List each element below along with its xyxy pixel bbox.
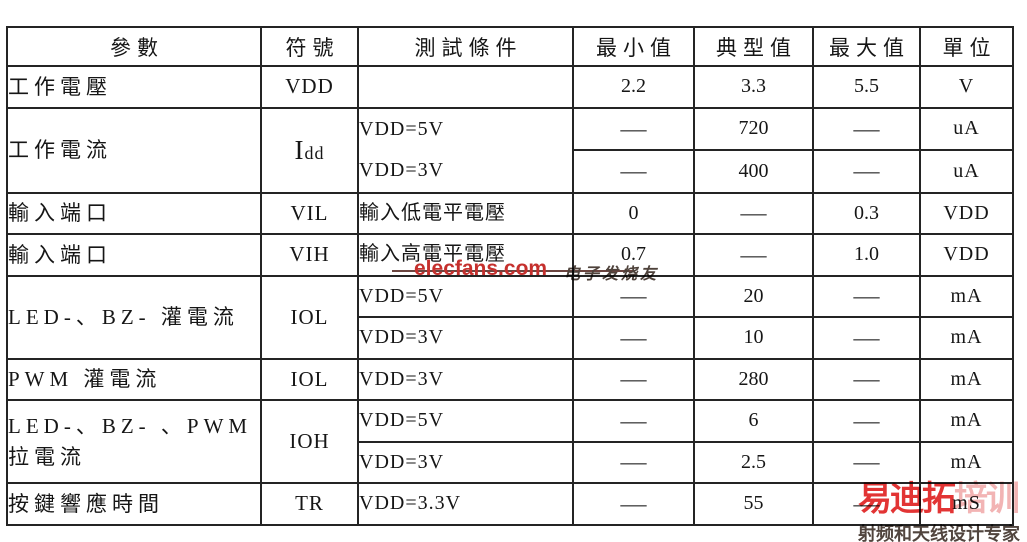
min-cell: —	[572, 399, 695, 443]
max-cell: —	[812, 149, 921, 194]
min-cell: —	[572, 357, 695, 401]
col-header-unit: 單位	[919, 26, 1014, 67]
min-cell: —	[572, 482, 695, 526]
min-cell: 0.7	[572, 233, 695, 277]
col-header-max: 最大值	[812, 26, 921, 67]
symbol-cell: VIL	[260, 191, 359, 235]
table-row: 輸入端口 VIH 輸入高電平電壓 0.7—1.0 VDD	[6, 233, 1014, 277]
condition-cell: VDD=5V VDD=3V	[357, 106, 574, 194]
table-row: —400— uA	[7, 149, 1014, 194]
typ-cell: 10	[693, 316, 814, 360]
typ-cell: 280	[693, 357, 814, 401]
symbol-cell: IOL	[260, 357, 359, 401]
unit-cell: uA	[919, 106, 1014, 151]
condition-cell: 輸入高電平電壓	[357, 233, 574, 277]
param-cell: 工作電壓	[6, 65, 262, 109]
table-row: VDD=3V —2.5— mA	[7, 440, 1014, 484]
table-row: LED-、BZ- 灌電流 IOL VDD=5V —20— mA	[6, 274, 1014, 360]
unit-cell: V	[919, 65, 1014, 109]
typ-cell: —	[693, 191, 814, 235]
max-cell: 5.5	[812, 65, 921, 109]
max-cell: —	[812, 440, 921, 484]
symbol-cell: VIH	[260, 233, 359, 277]
unit-cell: mA	[919, 357, 1014, 401]
symbol-main-text: I	[294, 134, 305, 165]
min-cell: —	[572, 274, 695, 318]
unit-cell: VDD	[919, 191, 1014, 235]
unit-cell: mS	[919, 482, 1014, 526]
condition-cell: VDD=3V	[357, 316, 574, 360]
symbol-cell: TR	[260, 482, 359, 526]
min-cell: 2.2	[572, 65, 695, 109]
param-cell: 輸入端口	[6, 233, 262, 277]
typ-cell: 720	[693, 106, 814, 151]
condition-cell: VDD=5V	[357, 274, 574, 318]
max-cell: —	[812, 106, 921, 151]
electrical-characteristics-table: 參數 符號 測試條件 最小值 典型值 最大值 單位 工作電壓 VDD 2.2 3.3 5.5 V 工作電…	[6, 26, 1014, 526]
col-header-min: 最小值	[572, 26, 695, 67]
col-header-param: 參數	[6, 26, 262, 67]
condition-cell: VDD=3.3V	[357, 482, 574, 526]
min-cell: —	[572, 106, 695, 151]
param-cell: 輸入端口	[6, 191, 262, 235]
param-cell: 工作電流	[6, 106, 262, 194]
min-cell: —	[572, 149, 695, 194]
table-row: PWM 灌電流 IOL VDD=3V —280— mA	[6, 357, 1014, 401]
min-cell: —	[572, 440, 695, 484]
min-cell: —	[572, 316, 695, 360]
unit-cell: mA	[919, 440, 1014, 484]
param-cell: LED-、BZ- 灌電流	[6, 274, 262, 360]
typ-cell: 3.3	[693, 65, 814, 109]
condition-line: VDD=5V	[359, 117, 445, 140]
symbol-cell: IOH	[260, 399, 359, 484]
condition-line: VDD=3V	[359, 159, 445, 182]
max-cell: —	[812, 316, 921, 360]
typ-cell: 6	[693, 399, 814, 443]
symbol-cell: VDD	[260, 65, 359, 109]
header-row: 參數 符號 測試條件 最小值 典型值 最大值 單位	[6, 26, 1014, 67]
col-header-condition: 測試條件	[357, 26, 574, 67]
unit-cell: mA	[919, 274, 1014, 318]
symbol-cell: Idd	[260, 106, 359, 194]
col-header-typ: 典型值	[693, 26, 814, 67]
condition-cell: 輸入低電平電壓	[357, 191, 574, 235]
condition-cell: VDD=3V	[357, 357, 574, 401]
unit-cell: mA	[919, 399, 1014, 443]
max-cell: —	[812, 357, 921, 401]
table-row: 工作電流 Idd VDD=5V VDD=3V —720— uA	[6, 106, 1014, 194]
max-cell: 1.0	[812, 233, 921, 277]
symbol-subscript-text: dd	[304, 142, 325, 163]
param-cell: LED-、BZ- 、PWM 拉電流	[6, 399, 262, 484]
unit-cell: uA	[919, 149, 1014, 194]
unit-cell: mA	[919, 316, 1014, 360]
condition-cell: VDD=5V	[357, 399, 574, 443]
max-cell: —	[812, 482, 921, 526]
max-cell: 0.3	[812, 191, 921, 235]
condition-cell	[357, 65, 574, 109]
table-row: LED-、BZ- 、PWM 拉電流 IOH VDD=5V —6— mA	[6, 399, 1014, 484]
typ-cell: 20	[693, 274, 814, 318]
param-cell: PWM 灌電流	[6, 357, 262, 401]
typ-cell: 400	[693, 149, 814, 194]
symbol-cell: IOL	[260, 274, 359, 360]
typ-cell: 2.5	[693, 440, 814, 484]
min-cell: 0	[572, 191, 695, 235]
unit-cell: VDD	[919, 233, 1014, 277]
typ-cell: 55	[693, 482, 814, 526]
col-header-symbol: 符號	[260, 26, 359, 67]
param-cell: 按鍵響應時間	[6, 482, 262, 526]
table-row: 輸入端口 VIL 輸入低電平電壓 0—0.3 VDD	[6, 191, 1014, 235]
table-row: 工作電壓 VDD 2.2 3.3 5.5 V	[6, 65, 1014, 109]
max-cell: —	[812, 399, 921, 443]
condition-cell: VDD=3V	[357, 440, 574, 484]
typ-cell: —	[693, 233, 814, 277]
table-row: VDD=3V —10— mA	[7, 316, 1014, 360]
table-row: 按鍵響應時間 TR VDD=3.3V —55— mS	[6, 482, 1014, 526]
max-cell: —	[812, 274, 921, 318]
